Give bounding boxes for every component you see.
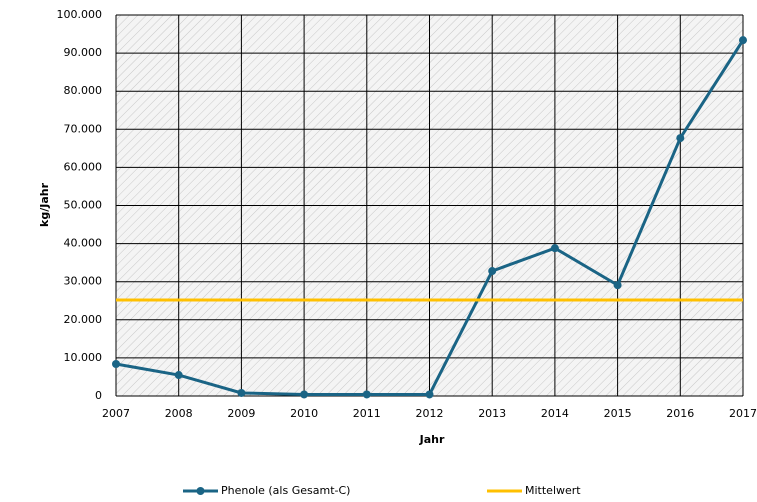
y-tick-label: 30.000 — [64, 275, 103, 288]
y-axis-label: kg/Jahr — [38, 182, 51, 227]
y-tick-label: 0 — [95, 389, 102, 402]
x-tick-label: 2010 — [290, 407, 318, 420]
data-point — [739, 36, 747, 45]
legend-label: Mittelwert — [525, 484, 581, 497]
x-tick-label: 2016 — [666, 407, 694, 420]
x-tick-label: 2013 — [478, 407, 506, 420]
data-point — [488, 267, 497, 276]
data-point — [550, 244, 559, 253]
y-tick-label: 40.000 — [64, 237, 103, 250]
data-point — [112, 359, 120, 368]
data-point — [613, 281, 622, 290]
data-point — [362, 390, 371, 399]
x-tick-label: 2015 — [604, 407, 632, 420]
y-tick-label: 60.000 — [64, 160, 103, 173]
data-point — [237, 388, 246, 397]
x-tick-label: 2012 — [416, 407, 444, 420]
data-point — [425, 390, 434, 399]
data-point — [300, 390, 309, 399]
y-tick-label: 70.000 — [64, 122, 103, 135]
y-tick-label: 20.000 — [64, 313, 103, 326]
data-point — [174, 371, 183, 380]
x-tick-label: 2009 — [227, 407, 255, 420]
y-tick-label: 80.000 — [64, 84, 103, 97]
data-point — [676, 134, 685, 143]
y-tick-label: 90.000 — [64, 46, 103, 59]
x-axis-label: Jahr — [419, 433, 445, 446]
legend-label: Phenole (als Gesamt-C) — [221, 484, 350, 497]
x-tick-label: 2008 — [165, 407, 193, 420]
x-tick-label: 2014 — [541, 407, 569, 420]
y-tick-label: 50.000 — [64, 199, 103, 212]
y-tick-label: 100.000 — [57, 8, 103, 21]
y-tick-label: 10.000 — [64, 351, 103, 364]
legend-marker — [196, 487, 205, 495]
x-tick-label: 2007 — [102, 407, 130, 420]
x-tick-label: 2011 — [353, 407, 381, 420]
x-tick-label: 2017 — [729, 407, 757, 420]
